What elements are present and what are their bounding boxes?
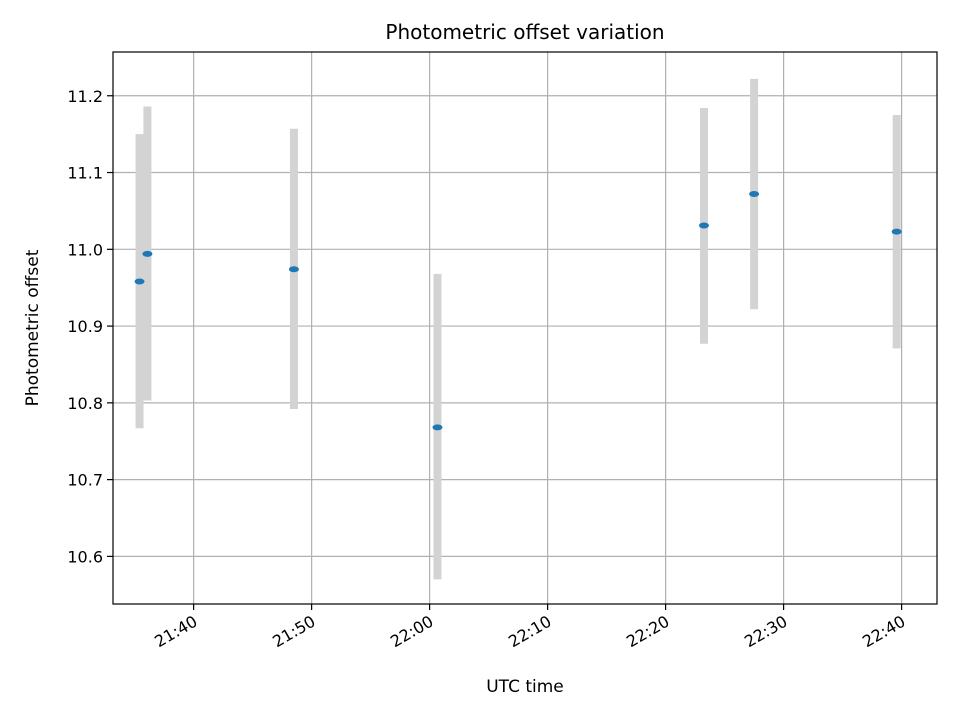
data-markers (134, 191, 902, 431)
grid (113, 52, 937, 604)
x-axis-label: UTC time (486, 677, 564, 697)
data-point (749, 191, 760, 198)
y-tick-label: 11.0 (67, 240, 103, 259)
plot-frame (112, 51, 938, 605)
y-tick-label: 10.6 (67, 547, 103, 566)
y-tick-label: 10.7 (67, 471, 103, 490)
data-point (288, 266, 299, 273)
data-point (432, 424, 443, 431)
y-tick-label: 10.9 (67, 317, 103, 336)
data-point (698, 222, 709, 229)
y-tick-label: 10.8 (67, 394, 103, 413)
y-tick-label: 11.1 (67, 164, 103, 183)
y-axis-ticks: 10.6 10.7 10.8 10.9 11.0 11.1 11.2 (67, 87, 113, 566)
data-point (142, 250, 153, 257)
y-axis-label: Photometric offset (23, 249, 43, 406)
chart-title: Photometric offset variation (385, 20, 664, 44)
data-point (134, 278, 145, 285)
data-point (891, 228, 902, 235)
y-tick-label: 11.2 (67, 87, 103, 106)
